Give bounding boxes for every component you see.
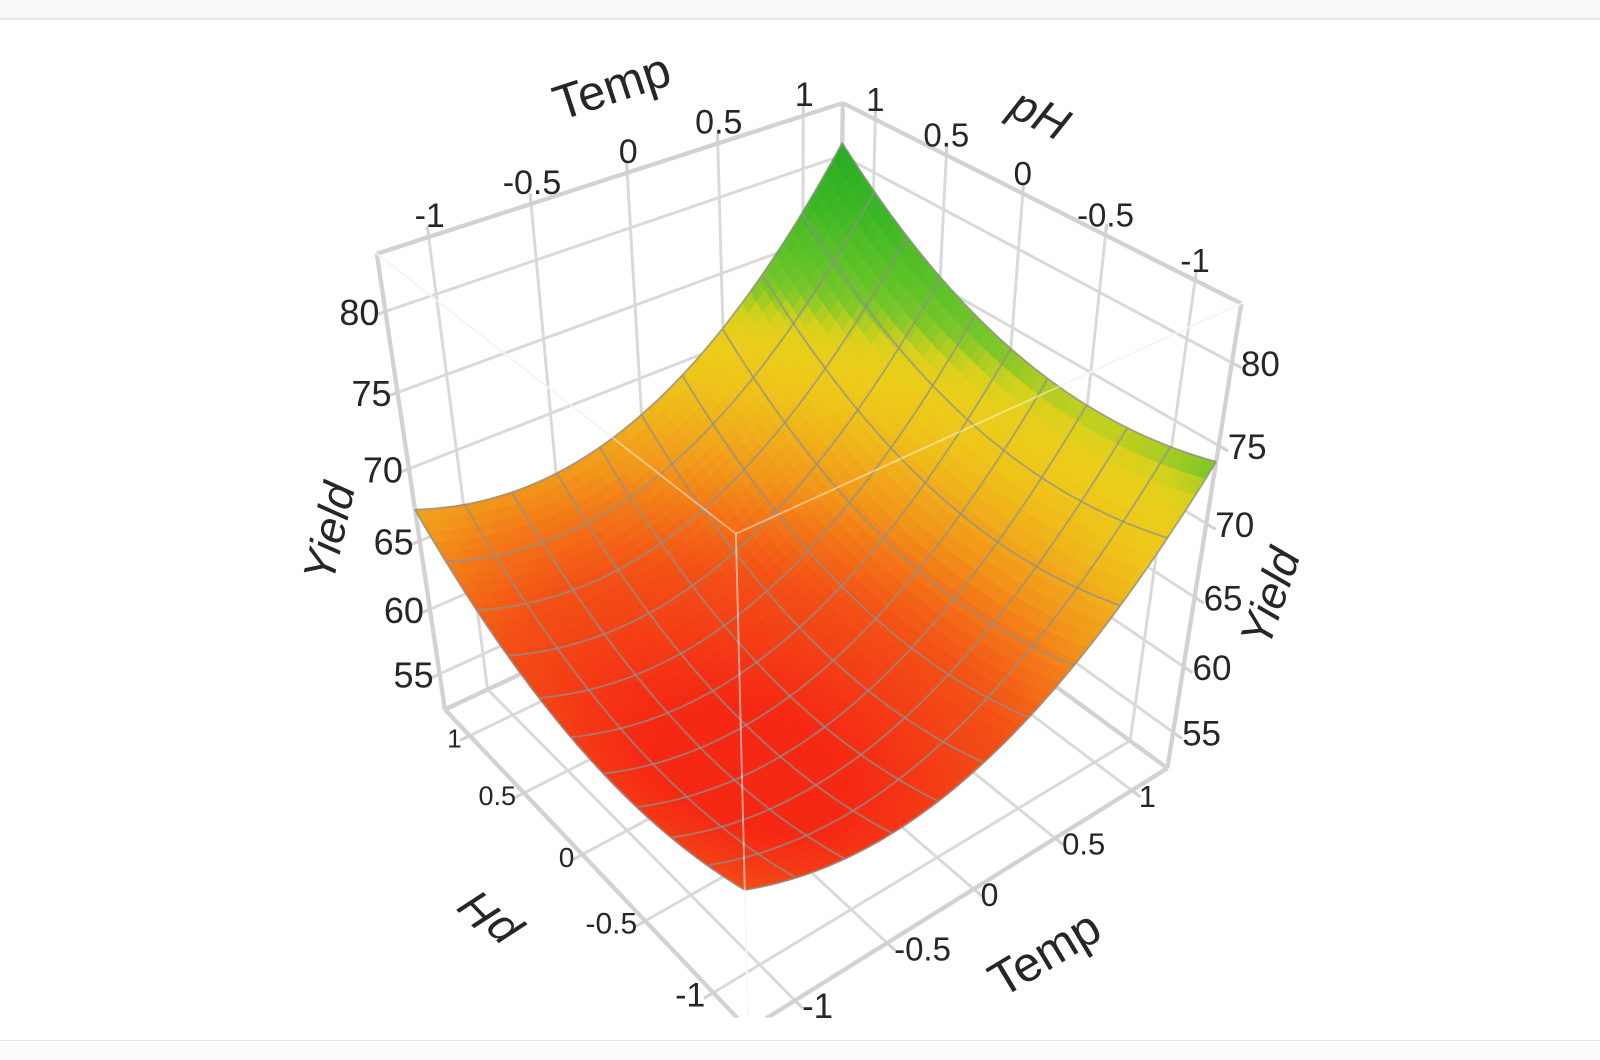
svg-text:pH: pH <box>1000 76 1079 151</box>
svg-text:0.5: 0.5 <box>695 104 742 142</box>
svg-text:0: 0 <box>559 842 575 873</box>
svg-text:75: 75 <box>351 373 391 414</box>
svg-text:1: 1 <box>447 724 461 754</box>
svg-text:Yield: Yield <box>293 476 365 586</box>
svg-text:1: 1 <box>866 81 884 118</box>
svg-text:0.5: 0.5 <box>923 117 969 154</box>
svg-text:pH: pH <box>448 880 528 960</box>
svg-text:75: 75 <box>1228 428 1267 467</box>
svg-text:0.5: 0.5 <box>478 781 516 811</box>
svg-text:0: 0 <box>1014 155 1032 192</box>
svg-text:80: 80 <box>339 292 379 333</box>
svg-text:65: 65 <box>374 522 414 563</box>
svg-text:70: 70 <box>1215 506 1254 545</box>
svg-text:Temp: Temp <box>547 43 678 132</box>
svg-text:-1: -1 <box>1180 242 1209 279</box>
svg-text:-0.5: -0.5 <box>503 164 562 202</box>
svg-text:65: 65 <box>1204 580 1243 619</box>
svg-text:0: 0 <box>981 877 999 913</box>
svg-text:55: 55 <box>1182 715 1221 754</box>
svg-text:-1: -1 <box>802 987 833 1026</box>
svg-text:80: 80 <box>1241 345 1280 384</box>
svg-text:1: 1 <box>1139 779 1156 814</box>
svg-text:60: 60 <box>384 590 424 631</box>
svg-text:55: 55 <box>394 655 434 696</box>
svg-text:0.5: 0.5 <box>1062 827 1105 862</box>
svg-text:60: 60 <box>1193 649 1232 688</box>
svg-text:70: 70 <box>363 449 403 490</box>
svg-text:1: 1 <box>795 76 814 114</box>
svg-text:-1: -1 <box>415 197 445 235</box>
svg-text:-0.5: -0.5 <box>1077 197 1134 234</box>
svg-text:Temp: Temp <box>980 900 1111 1008</box>
svg-text:0: 0 <box>619 133 638 171</box>
svg-text:-0.5: -0.5 <box>894 931 951 968</box>
svg-text:-1: -1 <box>675 977 705 1015</box>
svg-text:-0.5: -0.5 <box>585 907 637 940</box>
